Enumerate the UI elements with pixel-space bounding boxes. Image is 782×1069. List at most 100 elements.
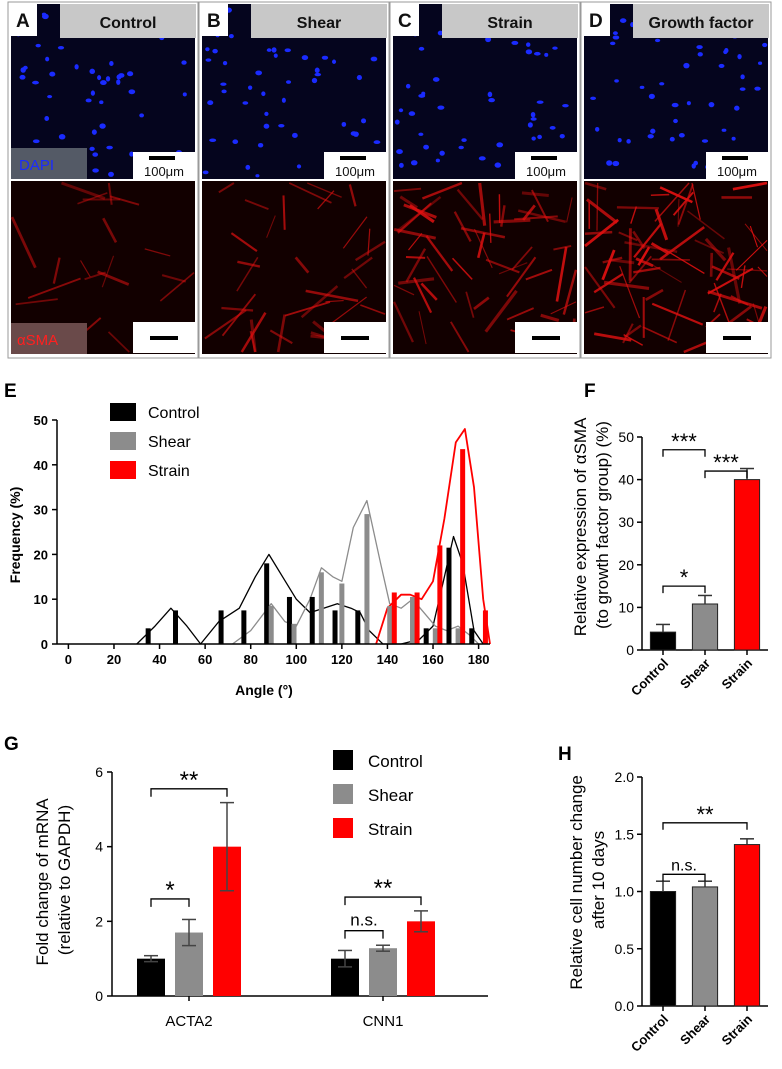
nucleus-dot [740, 74, 745, 80]
asma-fiber [405, 248, 427, 283]
nucleus-dot [202, 170, 209, 175]
nucleus-dot [721, 128, 727, 132]
x-tick-label: Shear [677, 656, 713, 692]
nucleus-dot [478, 156, 486, 161]
asma-fiber [305, 289, 359, 303]
y-tick-label: 50 [34, 413, 48, 428]
x-tick-label: 80 [243, 652, 257, 667]
asma-fiber [623, 333, 644, 346]
bar-control [649, 891, 677, 1007]
nucleus-dot [35, 43, 41, 48]
nucleus-dot [205, 58, 212, 62]
asma-fiber [329, 296, 367, 325]
asma-fiber [603, 280, 650, 291]
asma-fiber [159, 271, 195, 302]
nucleus-dot [552, 46, 558, 50]
y-tick-label: 20 [34, 547, 48, 562]
y-tick-label: 2 [95, 913, 103, 929]
nucleus-dot [361, 118, 367, 124]
nucleus-dot [437, 105, 445, 110]
asma-fiber [744, 223, 768, 252]
nucleus-dot [639, 85, 645, 89]
asma-fiber [484, 289, 518, 333]
asma-fiber [403, 203, 437, 219]
asma-fiber [659, 226, 705, 261]
asma-fiber [521, 191, 549, 198]
nucleus-dot [537, 134, 542, 140]
panel-h-chart: 0.0 0.5 1.0 1.5 2.0 Control Shear Strain ** n.s. [615, 769, 768, 1055]
legend-swatch-shear [333, 784, 353, 804]
significance-bracket [662, 822, 748, 830]
nucleus-dot [92, 152, 99, 157]
asma-fiber [659, 186, 693, 204]
nucleus-dot [221, 89, 227, 94]
asma-fiber [500, 205, 506, 227]
asma-fiber [221, 306, 254, 312]
nucleus-dot [614, 79, 619, 83]
nucleus-dot [612, 31, 618, 36]
asma-fiber [624, 241, 678, 254]
asma-fiber [628, 255, 652, 284]
x-tick-label: 60 [198, 652, 212, 667]
nucleus-dot [683, 62, 690, 69]
asma-fiber [294, 256, 310, 274]
bar-shear [291, 623, 297, 644]
y-tick-label: 0.5 [615, 941, 635, 957]
nucleus-dot [285, 80, 292, 84]
nucleus-dot [229, 33, 234, 39]
nucleus-dot [410, 160, 418, 166]
asma-fiber [525, 268, 553, 281]
asma-fiber [651, 258, 690, 261]
asma-fiber [584, 306, 605, 314]
y-tick-label: 40 [34, 458, 48, 473]
bar-control [218, 610, 224, 644]
asma-fiber [342, 216, 368, 249]
legend-swatch-strain [333, 818, 353, 838]
nucleus-dot [435, 158, 440, 163]
y-tick-label: 1.5 [615, 826, 635, 842]
asma-fiber [633, 222, 663, 258]
asma-label-box [11, 323, 87, 354]
asma-fiber [727, 247, 742, 304]
nucleus-dot [737, 53, 742, 60]
bar-control [145, 628, 151, 644]
nucleus-dot [562, 104, 569, 108]
bar-shear [410, 596, 416, 644]
nucleus-dot [266, 48, 272, 52]
nucleus-dot [90, 90, 96, 96]
asma-fiber [161, 274, 187, 283]
nucleus-dot [619, 18, 627, 23]
asma-fiber [704, 237, 727, 262]
asma-fiber [711, 265, 740, 280]
asma-fiber [276, 314, 287, 353]
nucleus-dot [708, 101, 715, 108]
bar-control [137, 958, 165, 996]
nucleus-dot [731, 136, 736, 141]
nucleus-dot [617, 138, 622, 143]
panel-g-legend: Control Shear Strain [333, 750, 423, 839]
asma-fiber [426, 256, 457, 303]
asma-fiber [237, 260, 261, 268]
nucleus-dot [659, 82, 665, 86]
nucleus-dot [89, 68, 96, 75]
asma-fiber [325, 299, 344, 303]
nucleus-dot [128, 89, 136, 95]
bar-control [286, 596, 292, 644]
asma-fiber [664, 248, 705, 274]
asma-fiber [351, 268, 368, 289]
x-tick-label: 120 [331, 652, 353, 667]
y-tick-label: 30 [618, 514, 634, 530]
nucleus-dot [20, 67, 26, 73]
asma-fiber [144, 248, 171, 257]
bar-shear [691, 886, 719, 1007]
x-tick-label: 140 [377, 652, 399, 667]
nucleus-dot [32, 80, 39, 85]
nucleus-dot [205, 47, 210, 52]
bar-shear [364, 514, 370, 644]
bar-strain [733, 479, 761, 651]
letter-box [202, 4, 228, 36]
nucleus-dot [311, 77, 318, 84]
nucleus-dot [439, 150, 445, 156]
